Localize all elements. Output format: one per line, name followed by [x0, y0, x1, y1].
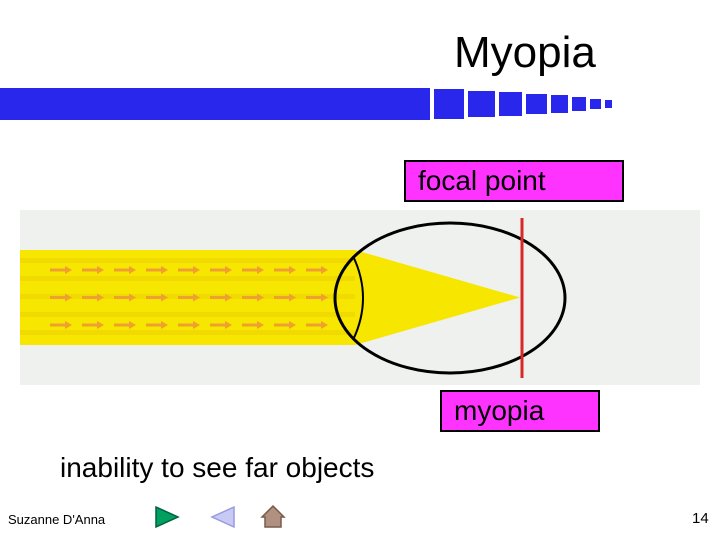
- chevron-left-icon: [208, 504, 238, 530]
- accent-square: [551, 95, 568, 112]
- diagram-area: [20, 210, 700, 385]
- caption-text: inability to see far objects: [60, 452, 374, 484]
- beam-stripe: [20, 330, 355, 335]
- nav-home-button[interactable]: [260, 504, 286, 530]
- nav-back-button[interactable]: [208, 504, 238, 530]
- accent-square: [590, 99, 601, 110]
- callout-myopia: myopia: [440, 390, 600, 432]
- callout-focal-point: focal point: [404, 160, 624, 202]
- accent-bar-solid: [0, 88, 430, 120]
- beam-stripe: [20, 258, 355, 263]
- home-icon: [260, 504, 286, 530]
- accent-square: [468, 91, 495, 118]
- eye-diagram: [20, 210, 700, 385]
- footer-author: Suzanne D'Anna: [8, 512, 105, 527]
- accent-square: [526, 94, 546, 114]
- beam-stripe: [20, 276, 355, 281]
- beam-stripe: [20, 312, 355, 317]
- accent-square: [605, 100, 613, 108]
- nav-forward-button[interactable]: [152, 504, 182, 530]
- chevron-right-icon: [152, 504, 182, 530]
- slide-title: Myopia: [454, 28, 596, 78]
- accent-square: [434, 89, 464, 119]
- accent-square: [499, 92, 523, 116]
- accent-bar-squares: [430, 88, 612, 120]
- accent-square: [572, 97, 586, 111]
- footer-page-number: 14: [692, 510, 709, 527]
- accent-bar: [0, 88, 612, 120]
